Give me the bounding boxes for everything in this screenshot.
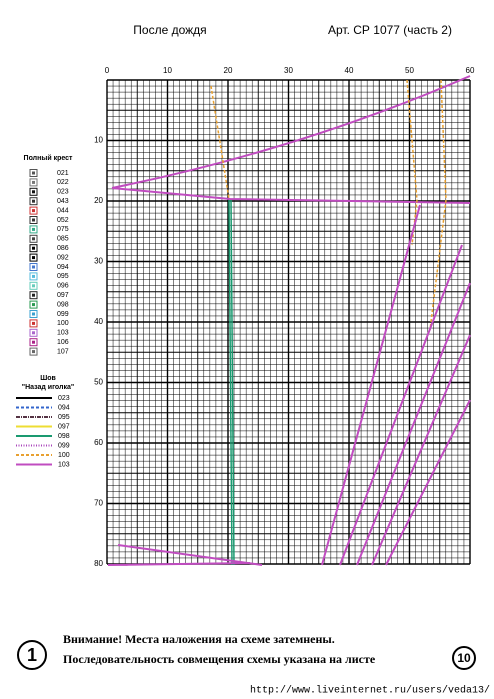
symbol-mark bbox=[32, 340, 35, 344]
symbol-mark bbox=[32, 350, 35, 354]
code: 097 bbox=[57, 292, 69, 299]
stitch-line bbox=[429, 79, 447, 331]
symbol-mark bbox=[32, 190, 35, 194]
y-label: 40 bbox=[94, 317, 103, 326]
symbol-mark bbox=[32, 171, 35, 175]
x-label: 40 bbox=[345, 66, 354, 75]
next-sheet-number: 10 bbox=[457, 651, 471, 665]
symbol-mark bbox=[32, 218, 35, 222]
code: 021 bbox=[57, 170, 69, 177]
stitches bbox=[107, 75, 471, 566]
back-legend-title: Шов bbox=[40, 375, 56, 382]
code: 052 bbox=[57, 217, 69, 224]
cross-legend-title: Полный крест bbox=[24, 154, 74, 162]
code: 100 bbox=[58, 452, 70, 459]
back-legend: 023 094 095 097 098 099 100 103 bbox=[16, 395, 70, 468]
x-label: 50 bbox=[405, 66, 414, 75]
code: 100 bbox=[57, 320, 69, 327]
stitch-line bbox=[107, 544, 263, 566]
symbol-mark bbox=[32, 246, 35, 250]
code: 022 bbox=[57, 179, 69, 186]
y-label: 10 bbox=[94, 136, 103, 145]
symbol-mark bbox=[32, 293, 35, 297]
code: 096 bbox=[57, 283, 69, 290]
y-label: 70 bbox=[94, 499, 103, 508]
cross-legend: 021 022 023 043 044 052 075 085 086 092 094 095 096 0… bbox=[29, 169, 69, 356]
code: 095 bbox=[58, 414, 70, 421]
code: 107 bbox=[57, 348, 69, 355]
code: 099 bbox=[57, 311, 69, 318]
stitch-line bbox=[228, 199, 235, 566]
symbol-mark bbox=[32, 312, 35, 316]
y-label: 30 bbox=[94, 257, 103, 266]
code: 094 bbox=[57, 264, 69, 271]
code: 086 bbox=[57, 245, 69, 252]
grid: 0 10 20 30 40 50 60 10 20 30 40 50 60 70 80 bbox=[94, 66, 475, 568]
code: 044 bbox=[57, 207, 69, 214]
x-label: 0 bbox=[105, 66, 110, 75]
symbol-mark bbox=[32, 209, 35, 213]
code: 098 bbox=[58, 433, 70, 440]
sheet-circle bbox=[17, 640, 47, 670]
symbol-mark bbox=[32, 303, 35, 307]
symbol-mark bbox=[32, 274, 35, 278]
x-label: 30 bbox=[284, 66, 293, 75]
x-label: 10 bbox=[163, 66, 172, 75]
url: http://www.liveinternet.ru/users/veda13/ bbox=[250, 685, 490, 697]
article: Арт. СР 1077 (часть 2) bbox=[328, 23, 452, 37]
code: 043 bbox=[57, 198, 69, 205]
stitch-line bbox=[321, 204, 471, 566]
code: 097 bbox=[58, 423, 70, 430]
symbol-mark bbox=[32, 331, 35, 335]
code: 075 bbox=[57, 226, 69, 233]
code: 094 bbox=[58, 404, 70, 411]
code: 085 bbox=[57, 236, 69, 243]
symbol-mark bbox=[32, 199, 35, 203]
next-sheet-circle bbox=[452, 646, 476, 670]
notice-line: Последовательность совмещения схемы указ… bbox=[63, 652, 376, 666]
symbol-mark bbox=[32, 265, 35, 269]
sheet-number: 1 bbox=[27, 645, 37, 665]
back-legend-subtitle: "Назад иголка" bbox=[22, 384, 74, 391]
symbol-mark bbox=[32, 237, 35, 241]
symbol-mark bbox=[32, 321, 35, 325]
symbol-mark bbox=[32, 180, 35, 184]
code: 023 bbox=[57, 189, 69, 196]
y-label: 80 bbox=[94, 559, 103, 568]
code: 099 bbox=[58, 442, 70, 449]
x-label: 20 bbox=[224, 66, 233, 75]
code: 098 bbox=[57, 301, 69, 308]
x-label: 60 bbox=[466, 66, 475, 75]
notice-line: Внимание! Места наложения на схеме затем… bbox=[63, 632, 335, 646]
symbol-mark bbox=[32, 227, 35, 231]
code: 106 bbox=[57, 339, 69, 346]
y-label: 20 bbox=[94, 196, 103, 205]
stitch-line bbox=[210, 85, 230, 200]
symbol-mark bbox=[32, 256, 35, 260]
code: 103 bbox=[58, 461, 70, 468]
code: 095 bbox=[57, 273, 69, 280]
title: После дождя bbox=[133, 23, 206, 37]
stitch-line bbox=[111, 75, 471, 189]
code: 092 bbox=[57, 254, 69, 261]
code: 023 bbox=[58, 395, 70, 402]
y-label: 60 bbox=[94, 438, 103, 447]
y-label: 50 bbox=[94, 378, 103, 387]
symbol-mark bbox=[32, 284, 35, 288]
code: 103 bbox=[57, 330, 69, 337]
stitch-line bbox=[111, 187, 471, 204]
